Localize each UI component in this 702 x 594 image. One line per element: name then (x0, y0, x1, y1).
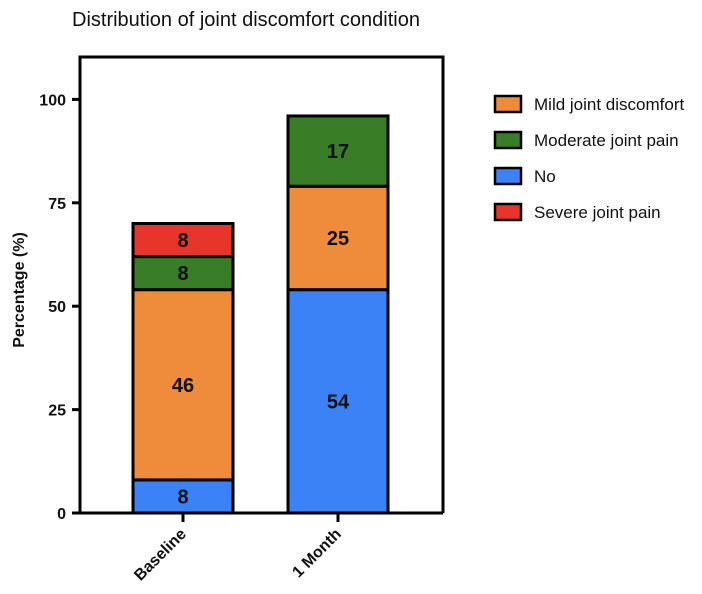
legend-swatch (493, 94, 523, 114)
chart-title: Distribution of joint discomfort conditi… (72, 9, 420, 31)
legend-swatch (493, 202, 523, 222)
bar-segment (131, 288, 235, 482)
bar-data-label: 8 (177, 263, 188, 285)
plot-area: 0 25 50 75 100 8 46 8 8 Baseline 54 25 17 1 Month (39, 55, 445, 585)
legend-swatch (493, 130, 523, 150)
bar-data-label: 25 (327, 228, 349, 250)
bar-data-label: 8 (177, 230, 188, 252)
bar-data-label: 17 (327, 141, 349, 163)
y-axis-label: Percentage (%) (11, 232, 28, 348)
x-tick-label: Baseline (131, 526, 190, 585)
bar-segment (286, 114, 390, 188)
bar-data-label: 54 (327, 391, 350, 413)
y-tick-label: 25 (48, 403, 66, 420)
bar-data-label: 8 (177, 486, 188, 508)
legend-label: No (534, 167, 556, 186)
legend-label: Mild joint discomfort (534, 95, 684, 114)
bar-segment (286, 288, 390, 515)
bar-segment (131, 221, 235, 259)
bar-segment (286, 184, 390, 292)
y-tick-label: 100 (39, 92, 66, 109)
legend: Mild joint discomfort Moderate joint pain… (493, 94, 684, 222)
x-tick-label: 1 Month (289, 526, 344, 581)
y-tick-label: 75 (48, 196, 66, 213)
y-tick-label: 0 (57, 506, 66, 523)
legend-swatch (493, 166, 523, 186)
legend-label: Moderate joint pain (534, 131, 679, 150)
legend-label: Severe joint pain (534, 203, 661, 222)
y-tick-label: 50 (48, 299, 66, 316)
bar-data-label: 46 (172, 375, 194, 397)
